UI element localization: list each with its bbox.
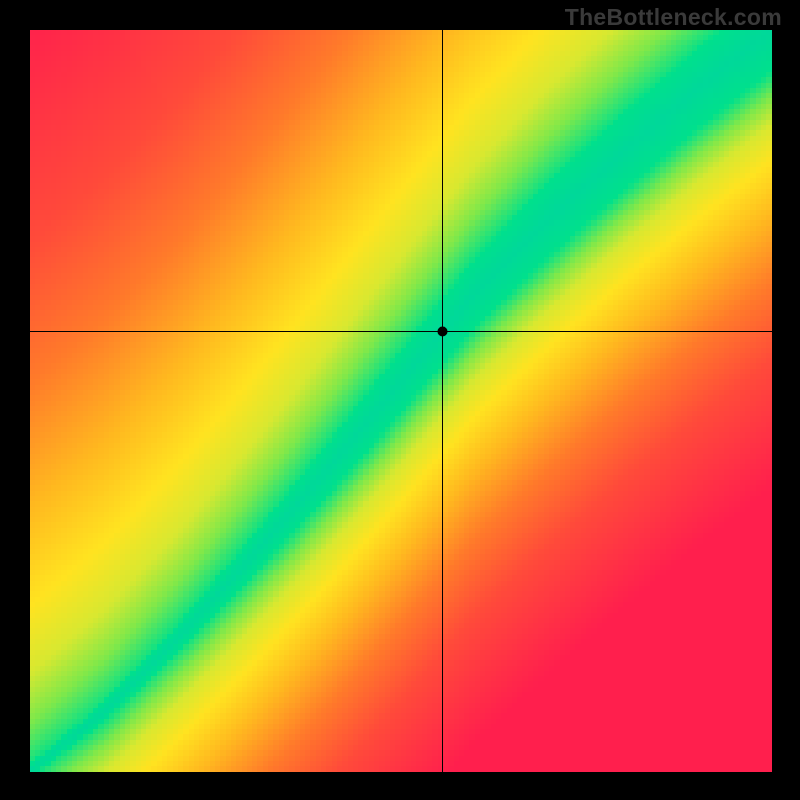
watermark-text: TheBottleneck.com	[565, 4, 782, 31]
heatmap-canvas	[30, 30, 772, 772]
heatmap-plot	[30, 30, 772, 772]
